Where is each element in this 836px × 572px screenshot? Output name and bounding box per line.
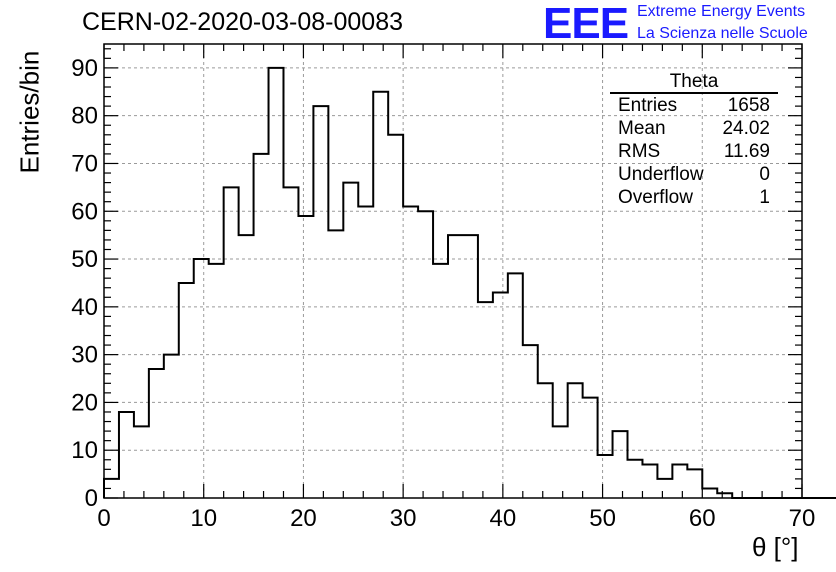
histogram-bin (104, 479, 119, 498)
histogram-bin (283, 187, 298, 498)
stats-label: Entries (618, 95, 678, 116)
y-tick-label: 50 (71, 246, 98, 273)
stats-row-mean: Mean 24.02 (610, 117, 778, 140)
histogram-bin (373, 92, 388, 498)
stats-label: Mean (618, 118, 666, 139)
x-axis-label: θ [°] (752, 532, 799, 562)
stats-row-overflow: Overflow 1 (610, 186, 778, 209)
y-tick-label: 40 (71, 294, 98, 321)
plot-frame (103, 43, 803, 499)
x-tick-label: 50 (589, 505, 616, 532)
histogram-bin (493, 293, 508, 498)
y-tick-label: 80 (71, 103, 98, 130)
stats-value: 11.69 (723, 141, 770, 162)
histogram-bin (433, 264, 448, 498)
histogram-bin (628, 460, 643, 498)
histogram-bin (269, 68, 284, 498)
histogram-bin (657, 479, 672, 498)
histogram-bin (672, 465, 687, 498)
histogram-bin (583, 398, 598, 498)
run-title: CERN-02-2020-03-08-00083 (82, 8, 404, 36)
y-tick-label: 10 (71, 437, 98, 464)
stats-row-underflow: Underflow 0 (610, 163, 778, 186)
histogram-bin (119, 412, 134, 498)
logo-subtitle-line1: Extreme Energy Events (637, 3, 806, 20)
histogram-bin (538, 383, 553, 498)
stats-title: Theta (610, 72, 778, 94)
histogram-bin (343, 183, 358, 498)
x-tick-label: 40 (490, 505, 517, 532)
x-tick-label: 60 (689, 505, 716, 532)
y-tick-label: 70 (71, 150, 98, 177)
logo-subtitle-line2: La Scienza nelle Scuole (637, 25, 808, 42)
histogram-bin (642, 465, 657, 498)
histogram-bin (388, 135, 403, 498)
stats-label: Overflow (618, 187, 693, 208)
x-tick-label: 10 (190, 505, 217, 532)
histogram-bin (328, 230, 343, 498)
histogram-bin (598, 455, 613, 498)
histogram-bin (224, 187, 239, 498)
x-tick-label: 70 (789, 505, 816, 532)
histogram-bin (463, 235, 478, 498)
histogram-bin (403, 206, 418, 498)
histogram-bin (239, 235, 254, 498)
x-tick-label: 30 (390, 505, 417, 532)
stats-label: Underflow (618, 164, 704, 185)
histogram-bin (523, 345, 538, 498)
histogram-bin (702, 488, 717, 498)
stats-value: 24.02 (722, 118, 770, 139)
y-axis-label: Entries/bin (14, 50, 45, 174)
histogram-bin (164, 355, 179, 498)
stats-value: 0 (759, 164, 770, 185)
histogram-bin (313, 106, 328, 498)
histogram-bin (478, 302, 493, 498)
y-tick-label: 90 (71, 55, 98, 82)
eee-logo: EEE (543, 0, 629, 48)
stats-value: 1658 (727, 95, 770, 116)
histogram-bin (194, 259, 209, 498)
histogram-bin (149, 369, 164, 498)
histogram-outline (103, 66, 836, 499)
histogram-bin (358, 206, 373, 498)
x-tick-label: 0 (97, 505, 110, 532)
histogram-bin (134, 426, 149, 498)
stats-row-entries: Entries 1658 (610, 94, 778, 117)
x-tick-label: 20 (290, 505, 317, 532)
histogram-bin (568, 383, 583, 498)
histogram-bin (687, 469, 702, 498)
histogram-bin (613, 431, 628, 498)
histogram-bin (254, 154, 269, 498)
histogram-bin (179, 283, 194, 498)
histogram-bin (418, 211, 433, 498)
y-tick-label: 60 (71, 198, 98, 225)
stats-row-rms: RMS 11.69 (610, 140, 778, 163)
histogram-bin (448, 235, 463, 498)
histogram-bin (209, 264, 224, 498)
histogram-bin (553, 426, 568, 498)
histogram-bin (508, 273, 523, 498)
stats-label: RMS (618, 141, 661, 162)
stats-value: 1 (759, 187, 770, 208)
stats-box: Theta Entries 1658 Mean 24.02 RMS 11.69 … (610, 72, 778, 209)
y-tick-label: 30 (71, 342, 98, 369)
y-tick-label: 0 (85, 485, 98, 512)
histogram-bin (298, 216, 313, 498)
y-tick-label: 20 (71, 389, 98, 416)
